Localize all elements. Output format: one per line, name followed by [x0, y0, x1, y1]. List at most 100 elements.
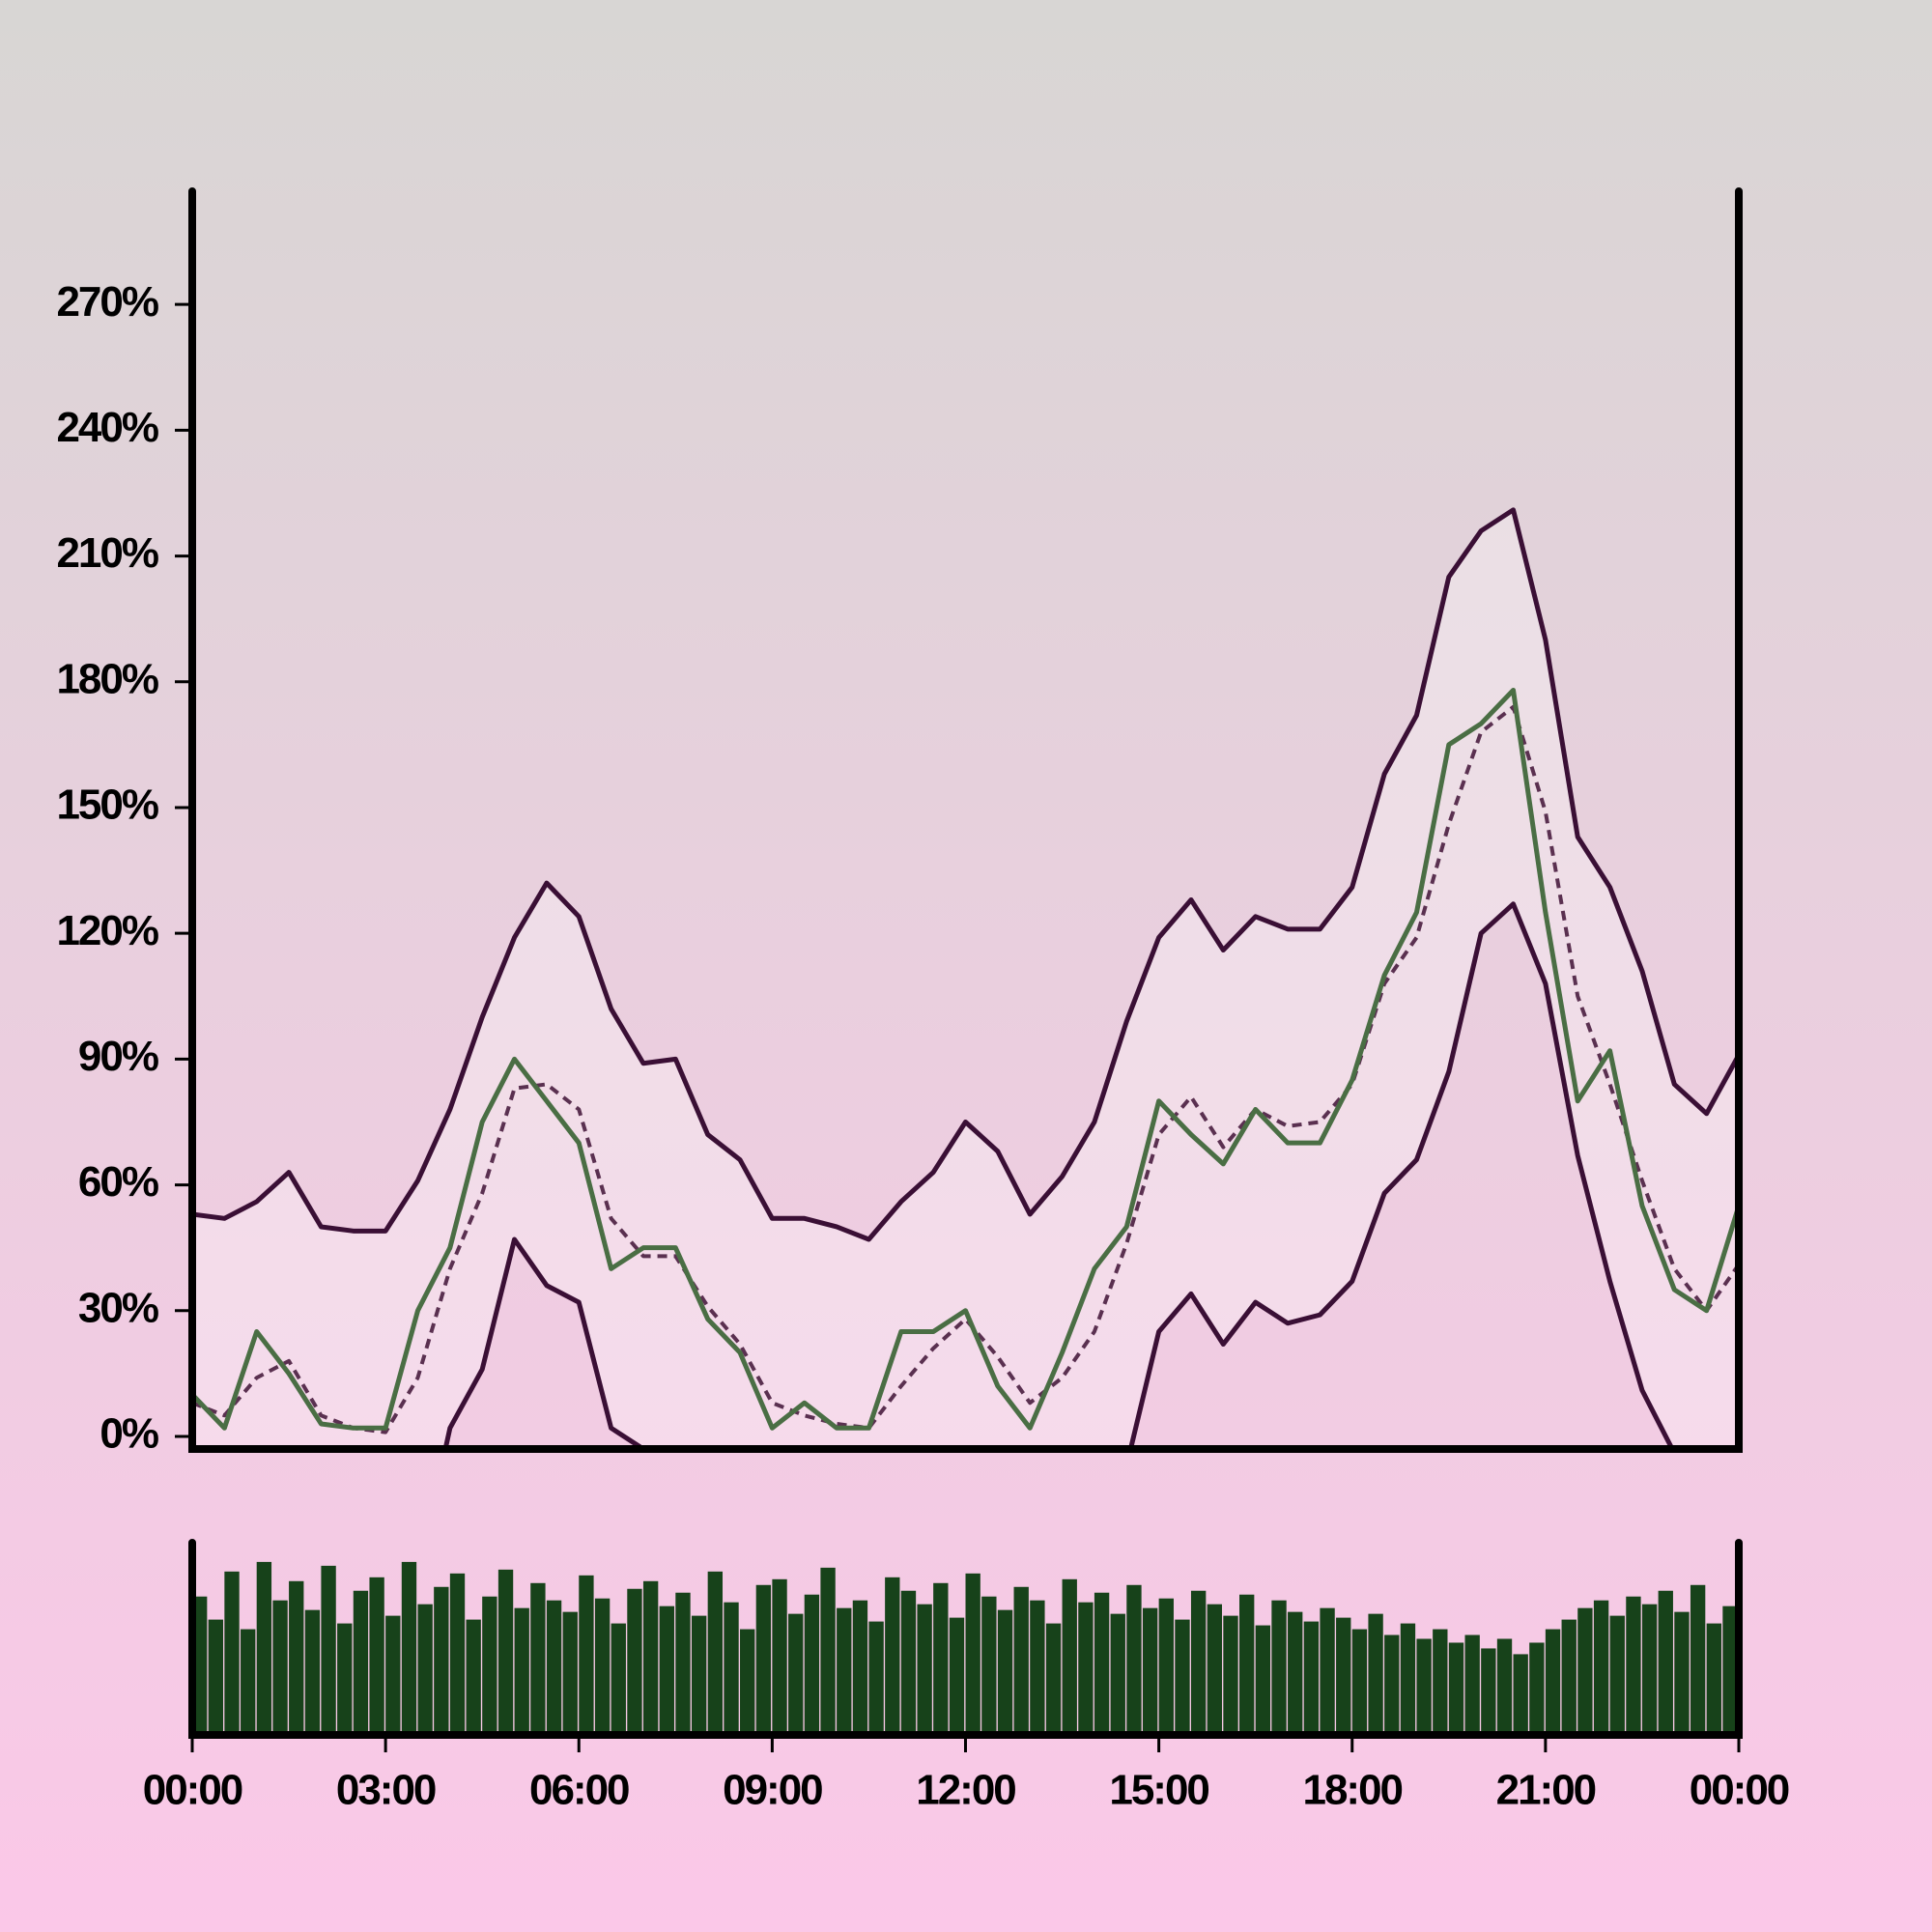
- volume-bar: [1190, 1590, 1207, 1735]
- volume-bar: [579, 1575, 594, 1735]
- volume-bar: [1239, 1594, 1255, 1735]
- volume-bar: [691, 1615, 707, 1735]
- x-tick-label: 00:00: [1690, 1767, 1789, 1814]
- volume-bar: [852, 1600, 868, 1735]
- series-line: [192, 507, 1739, 1242]
- volume-bar: [1658, 1590, 1673, 1735]
- volume-bar: [1706, 1623, 1721, 1735]
- volume-bar: [1400, 1623, 1416, 1735]
- volume-bar: [740, 1629, 755, 1735]
- volume-bar: [337, 1623, 353, 1735]
- volume-bar: [1577, 1607, 1593, 1735]
- volume-bar: [611, 1623, 626, 1735]
- volume-bar: [1078, 1602, 1094, 1735]
- series-line: [442, 901, 1675, 1449]
- volume-bar: [1303, 1621, 1320, 1735]
- y-tick-label: 210%: [56, 529, 157, 577]
- volume-bar: [1529, 1642, 1545, 1735]
- volume-bar: [434, 1586, 449, 1735]
- volume-bar: [272, 1600, 288, 1735]
- x-tick-label: 15:00: [1109, 1767, 1208, 1814]
- volume-bar: [385, 1615, 401, 1735]
- volume-bar: [256, 1561, 272, 1735]
- x-tick-label: 00:00: [143, 1767, 242, 1814]
- volume-frame: [188, 1539, 1743, 1739]
- volume-bar: [289, 1580, 304, 1735]
- volume-bar: [707, 1571, 724, 1735]
- volume-bar: [868, 1621, 884, 1735]
- volume-bar: [1030, 1600, 1045, 1735]
- volume-bar: [1271, 1600, 1287, 1735]
- volume-bar: [1142, 1607, 1158, 1735]
- volume-bar: [1609, 1615, 1625, 1735]
- volume-bar: [1351, 1629, 1368, 1735]
- volume-bar: [1207, 1604, 1222, 1735]
- axis-frame: [188, 187, 1743, 1453]
- volume-bar: [1561, 1619, 1577, 1735]
- y-tick-label: 60%: [78, 1158, 158, 1206]
- volume-panel: [192, 1561, 1738, 1735]
- volume-bar: [1384, 1634, 1400, 1735]
- plot-area: [192, 507, 1739, 1449]
- volume-bar: [1448, 1642, 1464, 1735]
- y-tick-label: 0%: [99, 1410, 157, 1458]
- volume-bar: [1255, 1625, 1271, 1735]
- volume-bar: [1464, 1634, 1480, 1735]
- volume-bar: [1481, 1648, 1496, 1735]
- volume-bar: [208, 1619, 224, 1735]
- volume-bar: [1674, 1611, 1690, 1735]
- volume-bar: [965, 1573, 980, 1735]
- volume-bar: [917, 1604, 932, 1735]
- volume-bar: [788, 1613, 804, 1735]
- volume-bar: [1175, 1619, 1190, 1735]
- volume-bar: [1223, 1615, 1238, 1735]
- volume-bar: [530, 1582, 546, 1735]
- volume-bar: [1158, 1598, 1174, 1735]
- volume-bar: [304, 1609, 321, 1735]
- series-line: [192, 687, 1739, 1431]
- y-tick-label: 180%: [56, 655, 157, 702]
- x-tick-label: 09:00: [723, 1767, 822, 1814]
- volume-bar: [1513, 1654, 1528, 1735]
- volume-bar: [514, 1607, 529, 1735]
- volume-bar: [449, 1573, 466, 1735]
- y-tick-label: 90%: [78, 1033, 158, 1080]
- volume-bar: [900, 1590, 917, 1735]
- y-tick-label: 150%: [56, 781, 157, 829]
- volume-bar: [1288, 1611, 1303, 1735]
- volume-bar: [724, 1602, 739, 1735]
- volume-bar: [1094, 1592, 1110, 1735]
- volume-bar: [241, 1629, 256, 1735]
- volume-bar: [675, 1592, 691, 1735]
- volume-bar: [997, 1609, 1013, 1735]
- volume-bar: [981, 1596, 997, 1735]
- volume-bar: [1496, 1638, 1513, 1735]
- volume-bar: [401, 1561, 417, 1735]
- volume-bar: [482, 1596, 497, 1735]
- band-fill: [192, 509, 1739, 1449]
- volume-bar: [1336, 1617, 1351, 1735]
- y-tick-label: 270%: [56, 278, 157, 326]
- volume-bar: [1062, 1578, 1077, 1735]
- volume-bar: [1690, 1584, 1706, 1735]
- x-tick-label: 06:00: [529, 1767, 629, 1814]
- volume-bar: [885, 1577, 900, 1735]
- volume-bar: [949, 1617, 965, 1735]
- y-tick-label: 120%: [56, 907, 157, 954]
- y-tick-label: 240%: [56, 404, 157, 451]
- axes: 0% 30% 60% 90% 120% 150% 180% 210% 240% 270% 00:00…: [56, 187, 1791, 1814]
- volume-bar: [1110, 1613, 1125, 1735]
- volume-bar: [1126, 1584, 1142, 1735]
- volume-bar: [627, 1588, 642, 1735]
- volume-bar: [1593, 1600, 1609, 1735]
- series-line: [192, 704, 1739, 1435]
- x-tick-label: 12:00: [916, 1767, 1015, 1814]
- volume-bar: [1013, 1586, 1029, 1735]
- volume-bar: [1641, 1604, 1658, 1735]
- volume-bar: [1416, 1638, 1432, 1735]
- volume-bar: [1368, 1613, 1383, 1735]
- volume-bar: [755, 1584, 772, 1735]
- volume-bar: [1545, 1629, 1561, 1735]
- volume-bar: [642, 1580, 659, 1735]
